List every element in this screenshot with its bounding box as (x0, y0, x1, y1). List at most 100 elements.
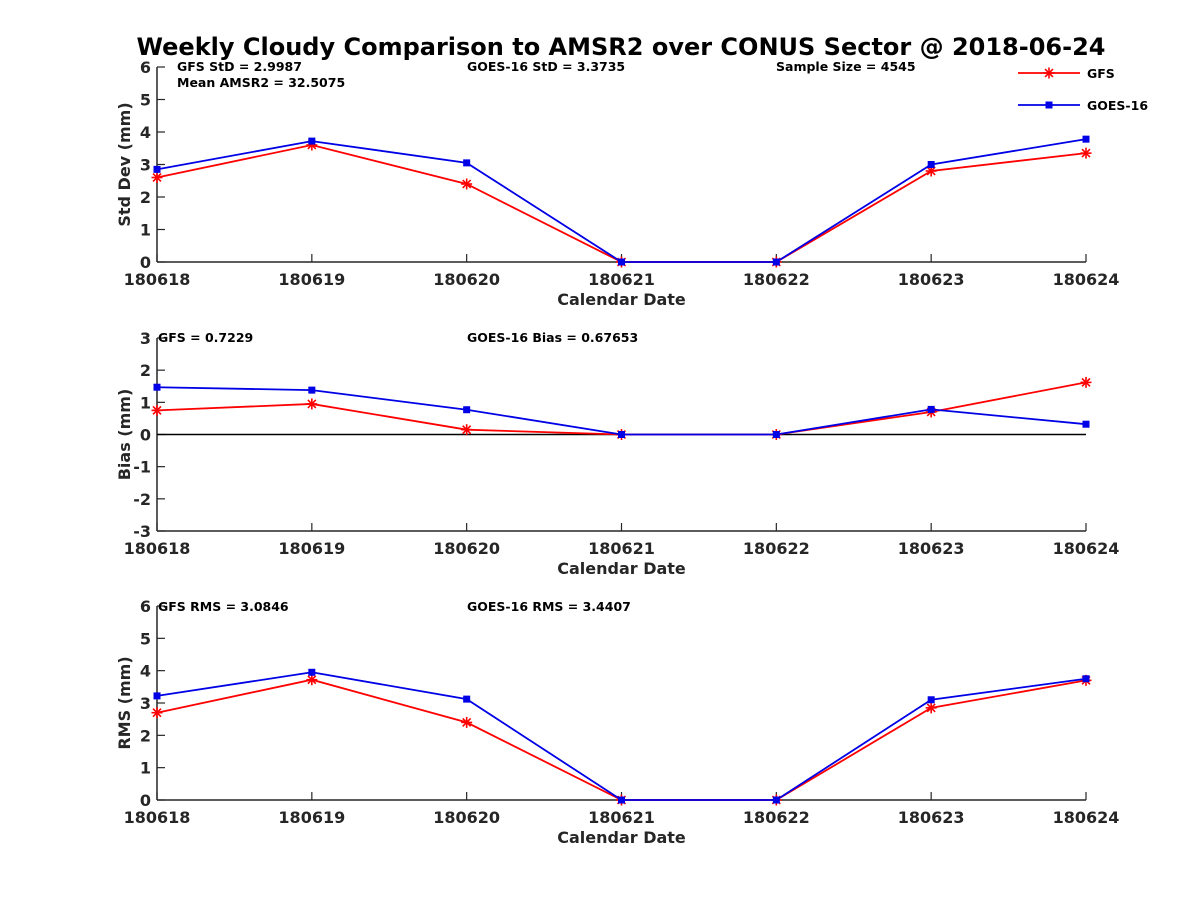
legend-marker (1045, 101, 1053, 109)
data-point (151, 707, 163, 719)
y-tick-label: 2 (140, 361, 151, 380)
data-point (153, 383, 161, 391)
data-point (927, 405, 935, 413)
y-tick-label: 5 (140, 91, 151, 110)
data-point (925, 165, 937, 177)
y-axis-label: RMS (mm) (115, 656, 134, 749)
y-tick-label: 6 (140, 597, 151, 616)
y-tick-label: 0 (140, 253, 151, 272)
data-point (461, 424, 473, 436)
y-tick-label: -2 (133, 490, 151, 509)
chart-title: Weekly Cloudy Comparison to AMSR2 over C… (137, 33, 1106, 61)
data-point (461, 178, 473, 190)
x-tick-label: 180622 (743, 270, 810, 289)
x-tick-label: 180619 (278, 808, 345, 827)
y-tick-label: 0 (140, 426, 151, 445)
y-axis-label: Bias (mm) (115, 389, 134, 481)
x-tick-label: 180619 (278, 270, 345, 289)
bias-panel: -3 -2 -1 0 1 2 3 180618 180619 180620 180621 180622… (115, 329, 1119, 578)
y-tick-label: 1 (140, 393, 151, 412)
data-point (308, 137, 316, 145)
x-tick-label: 180623 (898, 539, 965, 558)
data-point (618, 796, 625, 804)
x-tick-label: 180622 (743, 808, 810, 827)
series-line (156, 386, 1087, 436)
y-axis-label: Std Dev (mm) (115, 102, 134, 226)
x-tick-label: 180624 (1053, 808, 1120, 827)
x-tick-label: 180621 (588, 270, 655, 289)
data-point (463, 406, 471, 414)
x-axis-label: Calendar Date (557, 828, 686, 847)
x-tick-label: 180618 (124, 539, 191, 558)
y-tick-label: 3 (140, 694, 151, 713)
data-point (927, 696, 935, 704)
y-tick-label: 4 (140, 662, 151, 681)
legend-label: GFS (1087, 66, 1115, 81)
series-gfs (151, 376, 1092, 440)
data-point (461, 716, 473, 728)
series-goes-16 (153, 668, 1090, 804)
data-point (772, 258, 780, 266)
x-tick-label: 180620 (433, 539, 500, 558)
data-point (927, 161, 935, 168)
series-goes-16 (153, 383, 1090, 438)
stat-annotation: Mean AMSR2 = 32.5075 (177, 75, 345, 90)
data-point (925, 702, 937, 714)
data-point (308, 386, 316, 394)
y-tick-label: 4 (140, 123, 151, 142)
data-point (772, 796, 780, 804)
series-gfs (151, 674, 1092, 806)
data-point (308, 668, 316, 676)
data-point (1082, 135, 1090, 143)
y-tick-label: 3 (140, 329, 151, 348)
std-dev-panel: 0 1 2 3 4 5 6 180618 180619 180620 180621 180622 180… (115, 58, 1119, 309)
x-tick-label: 180621 (588, 808, 655, 827)
stat-annotation: Sample Size = 4545 (776, 59, 916, 74)
y-tick-label: 5 (140, 629, 151, 648)
series-gfs (151, 139, 1092, 268)
data-point (1080, 376, 1092, 388)
series-line (156, 671, 1087, 801)
stat-annotation: GFS RMS = 3.0846 (158, 599, 289, 614)
data-point (772, 431, 780, 438)
stat-annotation: GOES-16 Bias = 0.67653 (467, 330, 638, 345)
data-point (153, 692, 161, 700)
stat-annotation: GOES-16 StD = 3.3735 (467, 59, 625, 74)
data-point (151, 404, 163, 416)
x-axis-label: Calendar Date (557, 290, 686, 309)
x-tick-label: 180620 (433, 270, 500, 289)
rms-panel: 0 1 2 3 4 5 6 180618 180619 180620 180621 180622 180… (115, 597, 1119, 847)
y-tick-label: 0 (140, 791, 151, 810)
x-tick-label: 180623 (898, 808, 965, 827)
y-tick-label: 1 (140, 221, 151, 240)
y-tick-label: 2 (140, 188, 151, 207)
legend-label: GOES-16 (1087, 98, 1148, 113)
x-tick-label: 180622 (743, 539, 810, 558)
data-point (306, 674, 318, 686)
legend-item: GOES-16 (1018, 98, 1148, 113)
x-tick-label: 180624 (1053, 539, 1120, 558)
legend: GFS GOES-16 (1018, 66, 1148, 113)
legend-marker (1043, 67, 1055, 79)
series-line (156, 138, 1087, 263)
stat-annotation: GFS = 0.7229 (158, 330, 253, 345)
data-point (1080, 147, 1092, 159)
x-tick-label: 180620 (433, 808, 500, 827)
data-point (151, 172, 163, 183)
data-point (153, 165, 161, 173)
y-tick-label: 1 (140, 759, 151, 778)
x-tick-label: 180618 (124, 270, 191, 289)
data-point (1082, 675, 1090, 683)
x-tick-label: 180624 (1053, 270, 1120, 289)
data-point (463, 159, 471, 167)
y-tick-label: -3 (133, 522, 151, 541)
y-tick-label: 2 (140, 726, 151, 745)
stat-annotation: GOES-16 RMS = 3.4407 (467, 599, 631, 614)
x-axis-label: Calendar Date (557, 559, 686, 578)
data-point (618, 258, 625, 266)
data-point (618, 431, 625, 438)
data-point (463, 695, 471, 703)
series-goes-16 (153, 135, 1090, 266)
x-tick-label: 180623 (898, 270, 965, 289)
